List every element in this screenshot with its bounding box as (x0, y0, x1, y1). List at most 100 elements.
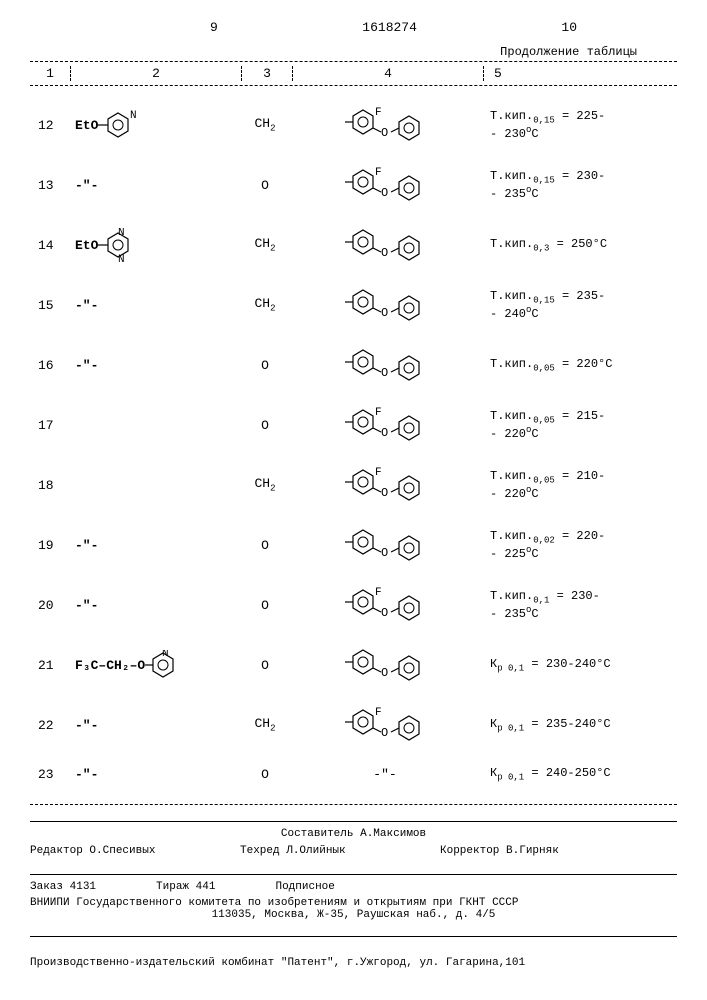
col3-value: O (240, 658, 290, 673)
page-header: 9 1618274 10 (30, 20, 677, 35)
svg-text:N: N (118, 228, 125, 239)
col2-structure: -"- (70, 598, 240, 613)
col-header-1: 1 (30, 66, 71, 81)
continuation-label: Продолжение таблицы (30, 45, 677, 59)
col4-structure: F O (290, 166, 480, 204)
address-line: 113035, Москва, Ж-35, Раушская наб., д. … (30, 909, 677, 921)
svg-text:F: F (375, 587, 382, 599)
col2-text: EtO (75, 118, 98, 133)
col3-value: O (240, 767, 290, 782)
col2-text: -"- (75, 298, 98, 313)
table-row: 23-"-O-"-Кр 0,1 = 240-250°С (30, 766, 677, 782)
col2-structure: -"- (70, 358, 240, 373)
order-block: Заказ 4131 Тираж 441 Подписное ВНИИПИ Го… (30, 881, 677, 921)
col5-value: Кр 0,1 = 235-240°С (480, 717, 660, 733)
col5-value: Кр 0,1 = 240-250°С (480, 766, 660, 782)
col3-value: O (240, 538, 290, 553)
col2-text: -"- (75, 538, 98, 553)
row-number: 18 (30, 478, 70, 493)
col4-structure: F O (290, 106, 480, 144)
svg-text:O: O (381, 606, 388, 620)
col2-text: -"- (75, 718, 98, 733)
col3-value: O (240, 178, 290, 193)
svg-text:O: O (381, 246, 388, 260)
svg-text:F: F (375, 467, 382, 479)
divider (30, 821, 677, 822)
corrector-cell: Корректор В.Гирняк (440, 843, 640, 860)
svg-text:O: O (381, 726, 388, 740)
col4-structure: F O (290, 406, 480, 444)
col2-text: -"- (75, 598, 98, 613)
col5-value: Т.кип.0,02 = 220-- 225oС (480, 529, 660, 561)
svg-text:N: N (130, 110, 137, 122)
credits-block: Составитель А.Максимов Редактор О.Спесив… (30, 826, 677, 859)
col2-structure: -"- (70, 298, 240, 313)
col-header-4: 4 (293, 66, 484, 81)
col2-structure: -"- (70, 767, 240, 782)
col2-structure: EtO N (70, 110, 240, 140)
col2-text: -"- (75, 767, 98, 782)
table-end-rule (30, 804, 677, 806)
col5-value: Т.кип.0,15 = 230-- 235oС (480, 169, 660, 201)
table-row: 16 -"- O O Т.кип.0,05 = 220°С (30, 346, 677, 384)
row-number: 22 (30, 718, 70, 733)
col4-structure: O (290, 226, 480, 264)
patent-number: 1618274 (362, 20, 417, 35)
col3-value: CH2 (240, 296, 290, 314)
col5-value: Т.кип.0,05 = 220°С (480, 357, 660, 373)
table-row: 12EtO NCH2 F O Т.кип.0,15 = 225-- 230oС (30, 106, 677, 144)
col3-value: CH2 (240, 116, 290, 134)
col2-structure: F₃C–CH₂–O N (70, 650, 240, 680)
col3-value: CH2 (240, 236, 290, 254)
table-row: 19-"-O O Т.кип.0,02 = 220-- 225oС (30, 526, 677, 564)
col2-structure: EtO N N (70, 228, 240, 262)
table-row: 18CH2 F O Т.кип.0,05 = 210-- 220oС (30, 466, 677, 504)
row-number: 15 (30, 298, 70, 313)
techred-cell: Техред Л.Олийнык (240, 843, 440, 860)
table-row: 20-"-O F O Т.кип.0,1 = 230-- 235oС (30, 586, 677, 624)
col4-structure: O (290, 526, 480, 564)
col3-value: CH2 (240, 476, 290, 494)
table-body: 12EtO NCH2 F O Т.кип.0,15 = 225-- 230oС1… (30, 106, 677, 782)
svg-text:F: F (375, 707, 382, 719)
svg-text:O: O (381, 426, 388, 440)
podpis: Подписное (275, 881, 334, 893)
svg-text:F: F (375, 107, 382, 119)
col5-value: Кр 0,1 = 230-240°С (480, 657, 660, 673)
svg-text:F: F (375, 407, 382, 419)
order-row: Заказ 4131 Тираж 441 Подписное (30, 881, 677, 893)
svg-text:O: O (381, 366, 388, 380)
col5-value: Т.кип.0,1 = 230-- 235oС (480, 589, 660, 621)
svg-text:N: N (118, 254, 125, 262)
col4-structure: -"- (290, 767, 480, 782)
col3-value: O (240, 418, 290, 433)
row-number: 21 (30, 658, 70, 673)
col4-structure: O (290, 286, 480, 324)
svg-text:O: O (381, 126, 388, 140)
table-header-row: 1 2 3 4 5 (30, 61, 677, 86)
col5-value: Т.кип.0,15 = 225-- 230oС (480, 109, 660, 141)
row-number: 16 (30, 358, 70, 373)
row-number: 17 (30, 418, 70, 433)
svg-text:N: N (162, 650, 169, 660)
col3-value: O (240, 358, 290, 373)
col-header-5: 5 (484, 66, 664, 81)
table-row: 13-"-O F O Т.кип.0,15 = 230-- 235oС (30, 166, 677, 204)
svg-text:O: O (381, 186, 388, 200)
col2-text: EtO (75, 238, 98, 253)
vniipi-line: ВНИИПИ Государственного комитета по изоб… (30, 897, 677, 909)
divider (30, 874, 677, 875)
col4-structure: O (290, 346, 480, 384)
tiraz: Тираж 441 (156, 881, 215, 893)
row-number: 23 (30, 767, 70, 782)
divider (30, 936, 677, 937)
col5-value: Т.кип.0,15 = 235-- 240oС (480, 289, 660, 321)
col5-value: Т.кип.0,05 = 210-- 220oС (480, 469, 660, 501)
col2-structure: -"- (70, 718, 240, 733)
table-row: 17O F O Т.кип.0,05 = 215-- 220oС (30, 406, 677, 444)
col2-text: -"- (75, 358, 98, 373)
svg-text:O: O (381, 666, 388, 680)
row-number: 14 (30, 238, 70, 253)
col3-value: CH2 (240, 716, 290, 734)
col2-text: -"- (75, 178, 98, 193)
